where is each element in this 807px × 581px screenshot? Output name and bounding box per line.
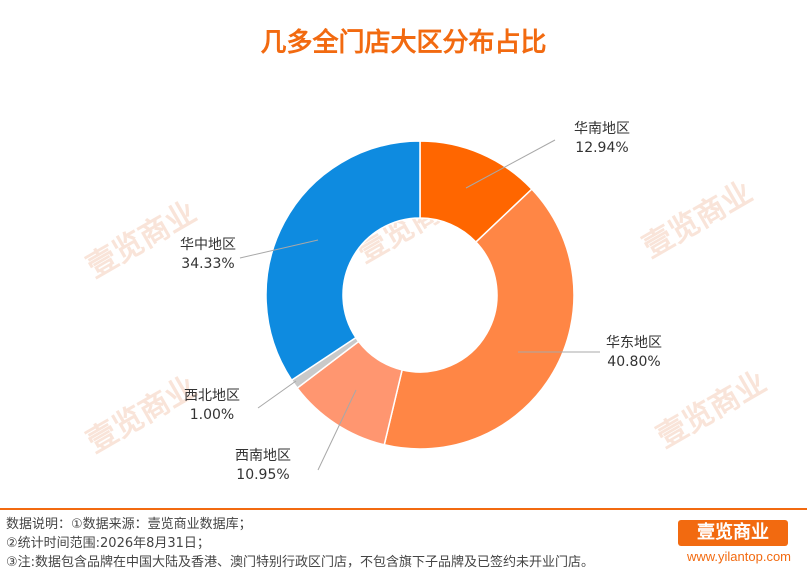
slice-value-label: 40.80% bbox=[607, 354, 660, 370]
slice-华中地区 bbox=[265, 140, 421, 382]
note-scope: ③注:数据包含品牌在中国大陆及香港、澳门特别行政区门店，不包含旗下子品牌及已签约… bbox=[6, 555, 595, 570]
leader-line bbox=[239, 239, 319, 259]
brand-website: www.yilantop.com bbox=[686, 549, 792, 564]
leader-line bbox=[257, 380, 297, 409]
leader-line bbox=[465, 139, 556, 189]
slice-label: 华东地区 bbox=[606, 335, 662, 351]
footer-divider bbox=[0, 508, 807, 510]
note-source: 数据说明：①数据来源：壹览商业数据库； bbox=[6, 517, 252, 532]
brand-logo: 壹览商业 bbox=[678, 520, 788, 546]
note-date: ②统计时间范围:2026年8月31日； bbox=[6, 536, 210, 551]
slice-label: 华南地区 bbox=[574, 121, 630, 137]
chart-title: 几多全门店大区分布占比 bbox=[260, 28, 547, 58]
leader-line bbox=[317, 389, 357, 471]
slice-value-label: 34.33% bbox=[181, 256, 234, 272]
slice-value-label: 10.95% bbox=[236, 467, 289, 483]
donut-chart: 华南地区 12.94% 华东地区 40.80% 西南地区 10.95% 西北地区 1.00% 华… bbox=[180, 121, 662, 483]
slice-value-label: 12.94% bbox=[575, 140, 628, 156]
slice-label: 西南地区 bbox=[235, 448, 291, 464]
data-notes: 数据说明：①数据来源：壹览商业数据库； ②统计时间范围:2026年8月31日； … bbox=[6, 515, 594, 572]
slice-label: 西北地区 bbox=[184, 388, 240, 404]
slice-value-label: 1.00% bbox=[190, 407, 234, 423]
slice-华东地区 bbox=[383, 188, 575, 450]
slice-label: 华中地区 bbox=[180, 237, 236, 253]
